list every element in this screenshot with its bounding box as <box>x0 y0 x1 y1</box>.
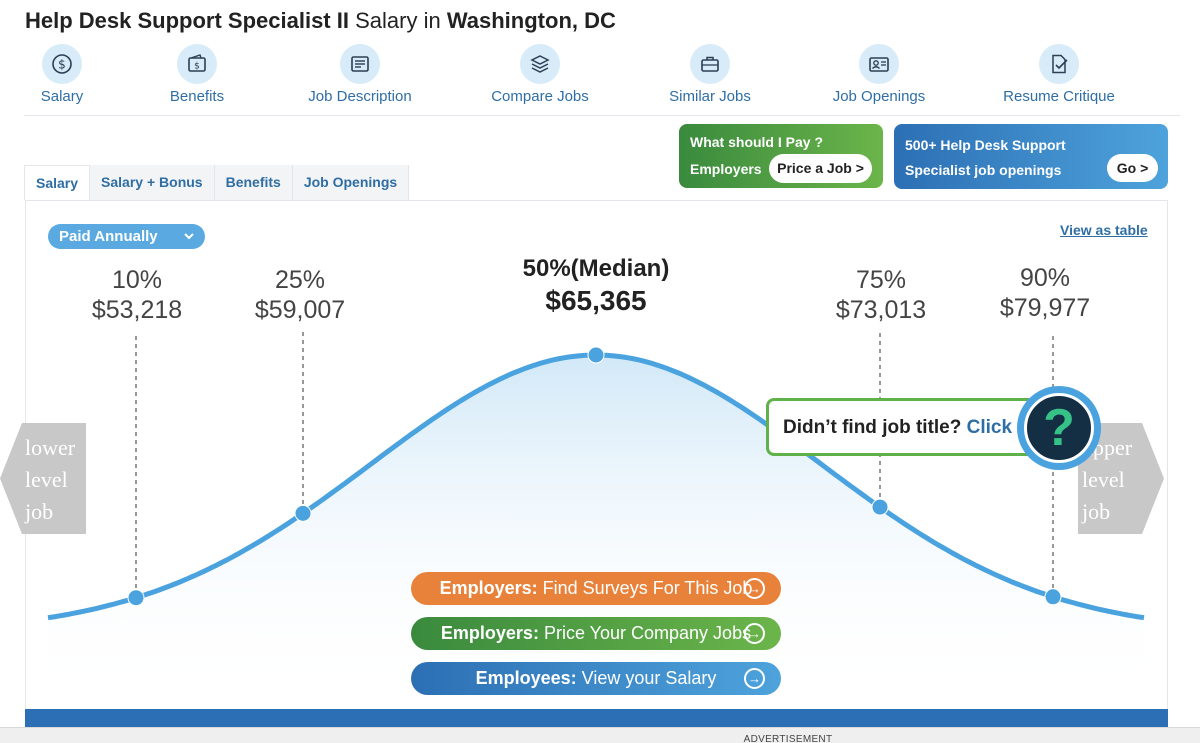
percentile-50-label: 50%(Median) $65,365 <box>516 254 676 316</box>
page-title: Help Desk Support Specialist II Salary i… <box>25 8 616 34</box>
question-mark-icon: ? <box>1024 393 1094 463</box>
nav-label-compare-jobs: Compare Jobs <box>491 88 589 105</box>
tab-job-openings[interactable]: Job Openings <box>292 165 410 200</box>
percentile-75-point[interactable] <box>871 498 889 516</box>
salary-tabs: Salary Salary + Bonus Benefits Job Openi… <box>24 165 410 200</box>
nav-label-benefits: Benefits <box>169 88 225 105</box>
nav-item-resume-critique[interactable]: Resume Critique <box>979 44 1139 105</box>
advertisement-strip <box>0 727 1200 743</box>
percentile-10-pct: 10% <box>111 266 163 294</box>
percentile-10-label: 10% $53,218 <box>57 265 217 325</box>
didnt-find-job-title-box[interactable]: Didn’t find job title? Click <box>766 398 1056 456</box>
percentile-25-point[interactable] <box>294 504 312 522</box>
nav-item-job-openings[interactable]: Job Openings <box>799 44 959 105</box>
job-openings-promo[interactable]: 500+ Help Desk Support Specialist job op… <box>894 124 1168 189</box>
percentile-90-pct: 90% <box>1019 264 1071 292</box>
briefcase-icon <box>690 44 730 84</box>
nav-label-salary: Salary <box>40 88 84 105</box>
percentile-90-label: 90% $79,977 <box>965 263 1125 323</box>
arrow-right-circle-icon: → <box>744 578 765 599</box>
percentile-25-label: 25% $59,007 <box>220 265 380 325</box>
nav-label-similar-jobs: Similar Jobs <box>669 88 751 105</box>
employees-view-salary-button[interactable]: Employees: View your Salary → <box>411 662 781 695</box>
dollar-coin-icon: $ <box>42 44 82 84</box>
pay-period-value: Paid Annually <box>59 228 158 245</box>
percentile-25-pct: 25% <box>274 266 326 294</box>
curve-area <box>48 355 1145 700</box>
svg-text:$: $ <box>194 62 200 72</box>
id-card-icon <box>859 44 899 84</box>
nav-item-similar-jobs[interactable]: Similar Jobs <box>630 44 790 105</box>
nav-item-benefits[interactable]: $ Benefits <box>117 44 277 105</box>
help-question-icon[interactable]: ? <box>1017 386 1101 470</box>
percentile-90-point[interactable] <box>1044 588 1062 606</box>
nav-label-job-description: Job Description <box>308 88 412 105</box>
percentile-75-pct: 75% <box>855 266 907 294</box>
arrow-right-circle-icon: → <box>744 623 765 644</box>
price-a-job-promo[interactable]: What should I Pay ? Employers Price a Jo… <box>679 124 883 188</box>
resume-check-icon <box>1039 44 1079 84</box>
percentile-10-point[interactable] <box>127 589 145 607</box>
nav-item-job-description[interactable]: Job Description <box>280 44 440 105</box>
didnt-find-text: Didn’t find job title? Click <box>783 417 1013 438</box>
title-location: Washington, DC <box>446 8 616 33</box>
percentile-25-value: $59,007 <box>254 296 346 324</box>
percentile-50-pct: 50%(Median) <box>522 255 670 282</box>
job-openings-promo-text: 500+ Help Desk Support Specialist job op… <box>905 137 1066 178</box>
tab-salary[interactable]: Salary <box>24 165 91 200</box>
price-a-job-button[interactable]: Price a Job > <box>769 154 872 183</box>
nav-label-job-openings: Job Openings <box>832 88 926 105</box>
tab-salary-bonus[interactable]: Salary + Bonus <box>90 165 215 200</box>
employers-price-jobs-button[interactable]: Employers: Price Your Company Jobs → <box>411 617 781 650</box>
svg-text:$: $ <box>58 58 66 72</box>
layers-icon <box>520 44 560 84</box>
arrow-right-circle-icon: → <box>744 668 765 689</box>
pay-period-select[interactable]: Paid Annually <box>48 224 205 249</box>
lower-level-job-button[interactable]: lower level job <box>0 423 86 534</box>
arrow-left-shape <box>0 423 86 534</box>
percentile-50-value: $65,365 <box>545 285 647 316</box>
percentile-90-value: $79,977 <box>999 294 1091 322</box>
tab-benefits[interactable]: Benefits <box>214 165 293 200</box>
arrow-right-shape <box>1078 423 1164 534</box>
nav-label-resume-critique: Resume Critique <box>1003 88 1115 105</box>
promo-question: What should I Pay ? <box>690 134 824 150</box>
title-mid: Salary in <box>355 8 441 33</box>
view-as-table-link[interactable]: View as table <box>1060 222 1148 238</box>
top-nav: $ Salary $ Benefits Job Description Comp… <box>24 44 1180 116</box>
promo-employers-label: Employers <box>690 161 762 177</box>
document-icon <box>340 44 380 84</box>
wallet-icon: $ <box>177 44 217 84</box>
bottom-banner <box>25 709 1168 729</box>
click-link[interactable]: Click <box>966 417 1013 438</box>
chevron-down-icon <box>183 224 195 257</box>
go-button[interactable]: Go > <box>1107 154 1158 182</box>
advertisement-label: ADVERTISEMENT <box>743 734 833 743</box>
lower-level-job-text: lower level job <box>25 435 76 524</box>
percentile-10-value: $53,218 <box>91 296 183 324</box>
title-job: Help Desk Support Specialist II <box>25 8 349 33</box>
percentile-50-point[interactable] <box>587 346 605 364</box>
percentile-75-label: 75% $73,013 <box>801 265 961 325</box>
employers-find-surveys-button[interactable]: Employers: Find Surveys For This Job → <box>411 572 781 605</box>
nav-item-salary[interactable]: $ Salary <box>0 44 142 105</box>
percentile-75-value: $73,013 <box>835 296 927 324</box>
nav-item-compare-jobs[interactable]: Compare Jobs <box>460 44 620 105</box>
